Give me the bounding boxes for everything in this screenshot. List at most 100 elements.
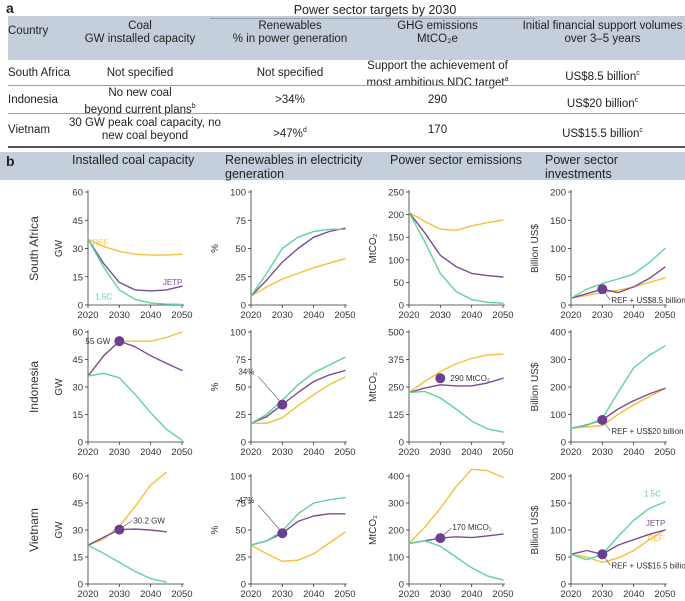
x-tick-label: 2050 bbox=[171, 447, 192, 458]
y-tick-label: 150 bbox=[388, 233, 404, 244]
x-tick-label: 2030 bbox=[272, 447, 293, 458]
row-coal-line1: 30 GW peak coal capacity, no bbox=[69, 117, 221, 129]
row-divider bbox=[8, 85, 685, 86]
y-tick-label: 0 bbox=[241, 301, 246, 312]
x-tick-label: 2030 bbox=[109, 310, 130, 321]
annotation-label: 290 MtCO₂ bbox=[450, 374, 490, 383]
y-tick-label: 300 bbox=[550, 355, 566, 366]
column-title-coal: Installed coal capacity bbox=[72, 153, 195, 167]
x-tick-label: 2020 bbox=[240, 310, 261, 321]
y-axis-label: Billion US$ bbox=[530, 224, 541, 273]
annotation-leader bbox=[605, 293, 611, 301]
y-tick-label: 0 bbox=[78, 301, 83, 312]
y-tick-label: 25 bbox=[235, 410, 246, 421]
series-line-ref bbox=[87, 238, 183, 256]
table-title: Power sector targets by 2030 bbox=[293, 3, 457, 17]
series-line-jetp bbox=[570, 387, 666, 429]
series-line-jetp bbox=[87, 528, 168, 546]
y-tick-label: 100 bbox=[230, 328, 246, 339]
row-finance-value: US$8.5 billion bbox=[565, 70, 637, 83]
y-tick-label: 15 bbox=[72, 272, 83, 283]
y-tick-label: 100 bbox=[388, 553, 404, 564]
series-line-jetp bbox=[570, 266, 666, 299]
x-tick-label: 2030 bbox=[592, 310, 613, 321]
series-line-ref bbox=[570, 277, 666, 299]
series-line-ref bbox=[87, 471, 168, 546]
y-tick-label: 100 bbox=[230, 472, 246, 483]
row-ghg-line2: most ambitious NDC target bbox=[366, 76, 505, 89]
x-tick-label: 2020 bbox=[77, 447, 98, 458]
annotation-leader bbox=[258, 376, 280, 401]
series-label: REF bbox=[648, 534, 664, 543]
series-line-15c bbox=[87, 544, 168, 583]
series-line-15c bbox=[408, 390, 504, 433]
row-renewables: Not specified bbox=[256, 67, 324, 79]
x-tick-label: 2040 bbox=[623, 310, 644, 321]
panel-b-header: b Installed coal capacity Renewables in … bbox=[0, 152, 685, 181]
footnote-c: c bbox=[636, 70, 640, 77]
x-tick-label: 2050 bbox=[654, 447, 675, 458]
annotation-label: 34% bbox=[238, 368, 254, 377]
series-line-jetp bbox=[87, 340, 183, 377]
y-tick-label: 150 bbox=[550, 499, 566, 510]
target-marker bbox=[114, 336, 125, 347]
y-axis-label: MtCO₂ bbox=[368, 372, 379, 402]
header-ren-line2: % in power generation bbox=[232, 33, 348, 45]
series-line-jetp bbox=[87, 238, 183, 292]
x-tick-label: 2040 bbox=[303, 310, 324, 321]
x-tick-label: 2020 bbox=[240, 589, 261, 600]
row-coal: 30 GW peak coal capacity, no new coal be… bbox=[60, 117, 230, 143]
series-line-ref bbox=[570, 387, 666, 429]
y-tick-label: 300 bbox=[388, 499, 404, 510]
x-tick-label: 2020 bbox=[560, 589, 581, 600]
y-axis-label: Billion US$ bbox=[530, 505, 541, 554]
column-title-renewables: Renewables in electricity generation bbox=[225, 153, 363, 181]
header-ghg-line1: GHG emissions bbox=[397, 20, 478, 32]
y-tick-label: 125 bbox=[388, 410, 404, 421]
annotation-label: 47% bbox=[238, 496, 254, 505]
x-tick-label: 2040 bbox=[303, 589, 324, 600]
annotation-leader bbox=[605, 423, 611, 432]
x-tick-label: 2050 bbox=[654, 310, 675, 321]
x-tick-label: 2050 bbox=[492, 447, 513, 458]
x-tick-label: 2020 bbox=[240, 447, 261, 458]
x-tick-label: 2040 bbox=[461, 447, 482, 458]
y-tick-label: 150 bbox=[550, 216, 566, 227]
y-tick-label: 50 bbox=[555, 553, 566, 564]
row-label-country: Vietnam bbox=[27, 508, 41, 552]
annotation-leader bbox=[123, 520, 133, 527]
x-tick-label: 2030 bbox=[109, 447, 130, 458]
charts-grid: South Africa Indonesia Vietnam 0 15 30 45 60 202… bbox=[27, 188, 685, 601]
series-line-jetp bbox=[250, 513, 346, 546]
y-tick-label: 50 bbox=[235, 244, 246, 255]
y-axis-label: % bbox=[210, 525, 221, 534]
y-axis-label: GW bbox=[54, 239, 65, 257]
y-tick-label: 30 bbox=[72, 244, 83, 255]
header-ren-line1: Renewables bbox=[258, 20, 322, 32]
series-line-15c bbox=[570, 345, 666, 429]
row-country: South Africa bbox=[8, 67, 71, 79]
series-line-ref bbox=[570, 529, 666, 564]
series-line-ref bbox=[408, 211, 504, 232]
series-line-15c bbox=[87, 372, 183, 441]
y-tick-label: 60 bbox=[72, 472, 83, 483]
y-tick-label: 30 bbox=[72, 383, 83, 394]
annotation-leader bbox=[443, 527, 452, 536]
x-tick-label: 2030 bbox=[272, 589, 293, 600]
y-tick-label: 75 bbox=[235, 355, 246, 366]
x-tick-label: 2040 bbox=[461, 589, 482, 600]
y-tick-label: 15 bbox=[72, 553, 83, 564]
row-coal: Not specified bbox=[106, 67, 174, 79]
series-line-jetp bbox=[570, 529, 666, 555]
footnote-b: b bbox=[191, 103, 196, 110]
target-marker bbox=[597, 549, 608, 560]
series-line-ref bbox=[250, 531, 346, 562]
series-line-15c bbox=[408, 540, 504, 581]
series-line-15c bbox=[408, 211, 504, 304]
y-tick-label: 400 bbox=[550, 328, 566, 339]
y-tick-label: 250 bbox=[388, 188, 404, 199]
x-tick-label: 2020 bbox=[398, 447, 419, 458]
y-tick-label: 50 bbox=[555, 272, 566, 283]
x-tick-label: 2020 bbox=[398, 589, 419, 600]
header-fin-line2: over 3–5 years bbox=[564, 33, 641, 45]
